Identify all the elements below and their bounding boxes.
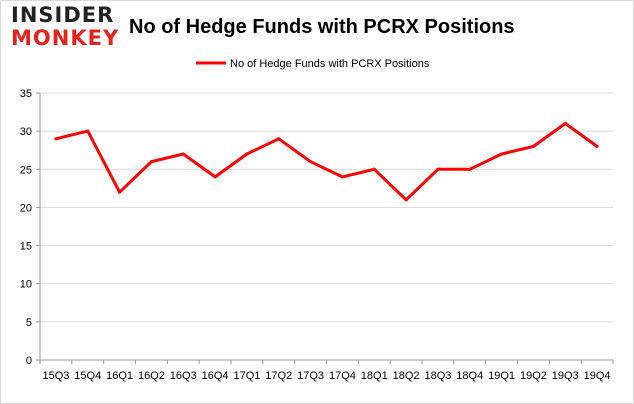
y-tick-label: 25 <box>20 164 32 176</box>
x-tick-label: 16Q3 <box>170 370 197 382</box>
data-point <box>245 152 249 156</box>
legend: No of Hedge Funds with PCRX Positions <box>196 58 430 70</box>
x-tick-label: 19Q1 <box>488 370 515 382</box>
x-tick-label: 16Q4 <box>202 370 229 382</box>
data-point <box>404 198 408 202</box>
data-point <box>500 152 504 156</box>
legend-label: No of Hedge Funds with PCRX Positions <box>230 58 430 70</box>
data-point <box>340 175 344 179</box>
x-tick-label: 17Q1 <box>233 370 260 382</box>
data-point <box>213 175 217 179</box>
y-tick-label: 35 <box>20 88 32 100</box>
data-point <box>309 160 313 164</box>
data-point <box>436 167 440 171</box>
x-tick-label: 16Q2 <box>138 370 165 382</box>
data-point <box>372 167 376 171</box>
x-tick-label: 18Q3 <box>424 370 451 382</box>
logo-bottom-text: MONKEY <box>11 26 120 50</box>
x-tick-label: 15Q4 <box>74 370 101 382</box>
gridlines <box>40 92 613 323</box>
x-tick-label: 19Q2 <box>520 370 547 382</box>
chart-title: No of Hedge Funds with PCRX Positions <box>129 16 515 38</box>
x-tick-labels: 15Q3 15Q4 16Q1 16Q2 16Q3 16Q4 17Q1 17Q2 17Q3 17Q4… <box>42 370 610 382</box>
series-lines <box>54 122 599 202</box>
insider-monkey-logo: INSIDER MONKEY <box>11 3 120 50</box>
data-point <box>595 144 599 148</box>
x-tick-label: 19Q4 <box>584 370 611 382</box>
x-tick-label: 17Q2 <box>265 370 292 382</box>
data-point <box>563 122 567 126</box>
x-tick-label: 17Q4 <box>329 370 356 382</box>
y-tick-label: 30 <box>20 126 32 138</box>
y-tick-label: 20 <box>20 202 32 214</box>
x-tick-label: 15Q3 <box>42 370 69 382</box>
data-point <box>149 160 153 164</box>
y-tick-label: 5 <box>26 317 32 329</box>
series-line <box>54 122 599 202</box>
x-tick-label: 16Q1 <box>106 370 133 382</box>
data-point <box>181 152 185 156</box>
y-tick-labels: 0 5 10 15 20 25 30 35 <box>20 88 32 367</box>
x-tick-label: 18Q4 <box>456 370 483 382</box>
x-tick-label: 18Q2 <box>393 370 420 382</box>
y-tick-label: 0 <box>26 355 32 367</box>
data-point <box>277 137 281 141</box>
y-tick-label: 15 <box>20 241 32 253</box>
axes <box>36 92 614 364</box>
y-tick-label: 10 <box>20 279 32 291</box>
data-point <box>531 144 535 148</box>
data-point <box>54 137 58 141</box>
x-tick-label: 18Q1 <box>361 370 388 382</box>
data-point <box>468 167 472 171</box>
data-point <box>118 190 122 194</box>
x-tick-label: 19Q3 <box>552 370 579 382</box>
x-tick-label: 17Q3 <box>297 370 324 382</box>
data-point <box>86 129 90 133</box>
logo-top-text: INSIDER <box>11 3 115 27</box>
